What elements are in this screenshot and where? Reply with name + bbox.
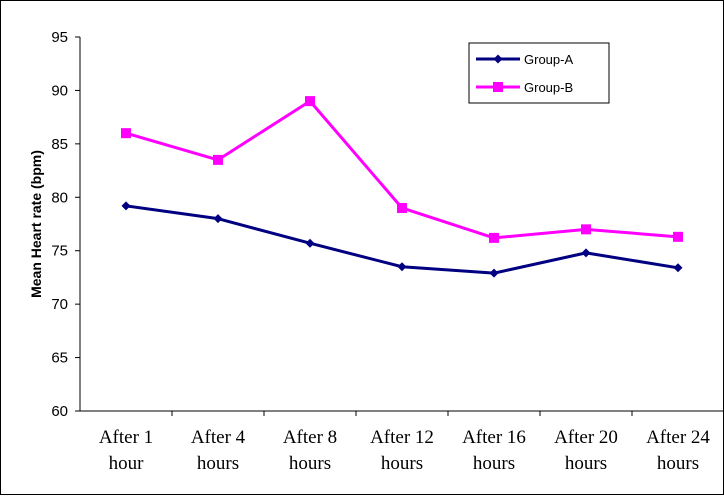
y-tick-label: 95 [51, 29, 68, 46]
data-point [305, 238, 315, 248]
series-group [121, 96, 683, 278]
data-point [305, 96, 315, 107]
y-tick-label: 90 [51, 82, 68, 99]
legend-item: Group-A [476, 52, 573, 67]
data-point [673, 263, 683, 273]
x-tick-label: After 20 hours [554, 427, 618, 474]
legend-marker [493, 82, 503, 92]
y-tick-labels: 60 65 70 75 80 85 90 95 [51, 29, 68, 420]
data-point [581, 224, 591, 235]
data-point [213, 214, 223, 224]
y-tick-label: 75 [51, 243, 68, 260]
y-tick-label: 80 [51, 189, 68, 206]
data-point [673, 231, 683, 242]
axes [75, 36, 724, 416]
legend-box [468, 42, 610, 104]
data-point [121, 201, 131, 211]
data-point [397, 202, 407, 213]
legend-marker [493, 54, 503, 64]
legend: Group-A Group-B [468, 42, 610, 104]
x-tick-label: After 4 hours [191, 427, 246, 474]
data-point [581, 248, 591, 258]
x-tick-label: After 12 hours [370, 427, 434, 474]
data-point [121, 128, 131, 139]
x-tick-label: After 1 hour [99, 427, 153, 474]
data-point [489, 268, 499, 278]
series-group-a [121, 201, 683, 278]
x-tick-label: After 8 hours [283, 427, 337, 474]
y-axis-label: Mean Heart rate (bpm) [28, 150, 44, 298]
legend-label: Group-A [524, 52, 573, 67]
y-tick-label: 65 [51, 350, 68, 367]
x-tick-labels: After 1 hour After 4 hours After 8 hours After… [99, 427, 711, 474]
y-tick-label: 60 [51, 403, 68, 420]
x-tick-label: After 16 hours [462, 427, 526, 474]
legend-item: Group-B [476, 80, 573, 95]
series-group-b [121, 96, 683, 243]
data-point [397, 262, 407, 272]
data-point [489, 232, 499, 243]
y-tick-label: 85 [51, 136, 68, 153]
data-point [213, 154, 223, 165]
legend-label: Group-B [524, 80, 573, 95]
x-tick-label: After 24 hours [646, 427, 710, 474]
y-tick-label: 70 [51, 296, 68, 313]
